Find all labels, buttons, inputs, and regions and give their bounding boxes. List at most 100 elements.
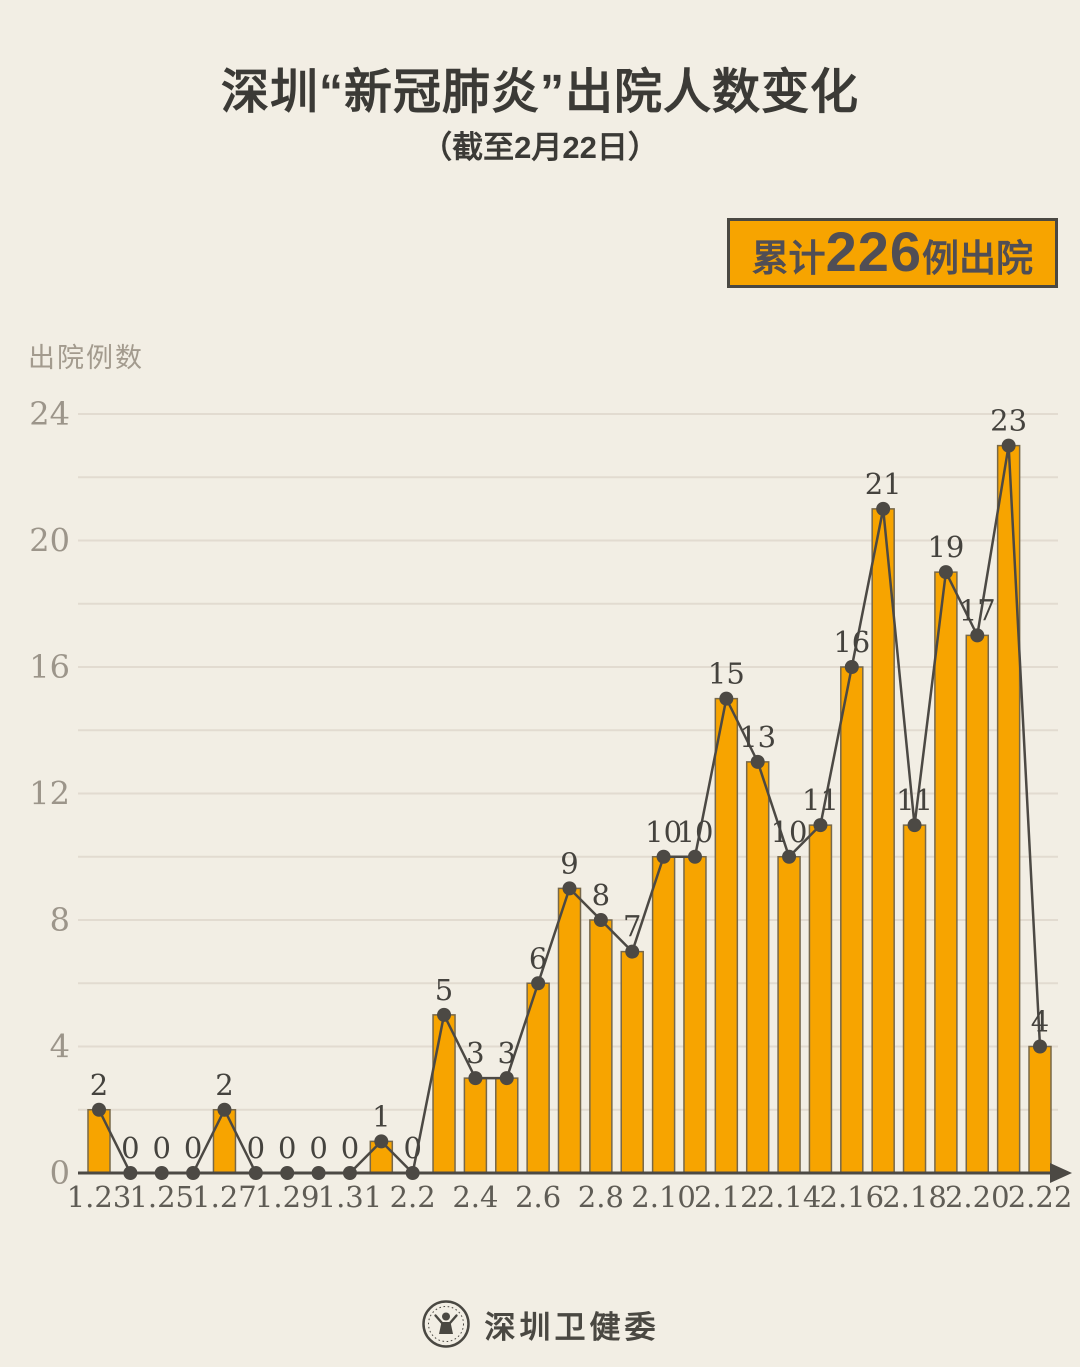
bar — [714, 697, 739, 1174]
bar — [589, 919, 613, 1174]
bar — [902, 824, 927, 1174]
data-point — [593, 913, 608, 927]
data-point — [499, 1071, 514, 1086]
data-point — [625, 944, 640, 959]
x-tick-label: 1.29 — [255, 1180, 320, 1214]
y-tick-label: 16 — [29, 648, 70, 686]
bar — [840, 666, 864, 1174]
chart-title: 深圳“新冠肺炎”出院人数变化 — [220, 66, 859, 119]
bar — [651, 856, 676, 1174]
y-axis-title: 出院例数 — [28, 343, 144, 373]
bar — [526, 982, 550, 1174]
x-tick-label: 2.22 — [1008, 1180, 1073, 1214]
health-commission-emblem — [421, 1300, 470, 1348]
x-tick-label: 2.6 — [515, 1180, 561, 1214]
value-label: 19 — [927, 530, 964, 564]
x-tick-label: 2.16 — [820, 1180, 885, 1214]
y-tick-label: 12 — [29, 775, 70, 813]
value-label: 23 — [990, 404, 1027, 438]
value-label: 1 — [372, 1099, 390, 1133]
x-tick-label: 1.23 — [67, 1180, 132, 1214]
org-name: 深圳卫健委 — [484, 1309, 660, 1345]
bar — [745, 761, 770, 1174]
data-point — [1033, 1039, 1047, 1054]
data-point — [719, 691, 734, 706]
data-point — [374, 1134, 389, 1149]
value-label: 10 — [677, 815, 714, 849]
value-label: 0 — [309, 1131, 327, 1165]
y-tick-label: 8 — [50, 901, 70, 939]
data-point — [687, 849, 702, 864]
bar — [620, 950, 644, 1174]
value-label: 0 — [247, 1131, 265, 1165]
x-tick-label: 2.12 — [694, 1180, 759, 1214]
data-point — [656, 849, 671, 864]
value-label: 0 — [278, 1131, 296, 1165]
data-point — [92, 1102, 106, 1117]
value-label: 10 — [645, 815, 682, 849]
data-point — [217, 1102, 232, 1117]
y-tick-label: 24 — [29, 395, 70, 433]
x-tick-label: 1.25 — [129, 1180, 194, 1214]
data-point — [844, 660, 859, 674]
value-label: 0 — [184, 1131, 202, 1165]
bar — [808, 824, 833, 1174]
data-point — [468, 1071, 483, 1086]
bar — [683, 856, 707, 1174]
data-point — [562, 881, 577, 896]
data-point — [907, 818, 922, 833]
x-tick-label: 1.27 — [192, 1180, 257, 1214]
value-label: 5 — [435, 973, 453, 1007]
x-axis-arrow — [1050, 1163, 1072, 1183]
data-point — [437, 1007, 452, 1022]
data-point — [876, 501, 891, 516]
value-label: 13 — [739, 720, 776, 754]
y-tick-label: 4 — [50, 1028, 70, 1066]
value-label: 16 — [833, 625, 870, 659]
x-tick-label: 2.20 — [945, 1180, 1010, 1214]
bar — [212, 1109, 237, 1174]
value-label: 15 — [708, 657, 745, 691]
data-point — [750, 754, 765, 769]
value-label: 2 — [215, 1068, 233, 1102]
value-label: 0 — [341, 1131, 359, 1165]
value-label: 10 — [771, 815, 808, 849]
value-label: 17 — [959, 593, 996, 627]
data-point — [782, 849, 797, 864]
data-point — [1001, 438, 1016, 453]
footer-logo: 深圳卫健委 — [0, 1299, 1080, 1349]
bar — [965, 634, 990, 1174]
person-icon — [433, 1312, 458, 1334]
data-point — [938, 565, 953, 580]
x-tick-label: 2.18 — [882, 1180, 947, 1214]
data-point — [531, 976, 546, 991]
bar — [934, 571, 958, 1174]
bar — [777, 856, 801, 1174]
value-label: 11 — [896, 783, 933, 817]
x-tick-label: 2.10 — [631, 1180, 696, 1214]
bar — [1028, 1045, 1052, 1174]
x-tick-label: 2.14 — [757, 1180, 822, 1214]
value-label: 7 — [623, 910, 641, 944]
value-label: 9 — [560, 846, 578, 880]
emblem-text-ring — [427, 1306, 464, 1342]
bar — [463, 1077, 488, 1174]
badge-prefix: 累计 — [751, 238, 826, 279]
value-label: 4 — [1031, 1005, 1049, 1039]
value-label: 11 — [802, 783, 839, 817]
x-tick-label: 2.8 — [578, 1180, 624, 1214]
x-tick-label: 2.2 — [390, 1180, 436, 1214]
value-label: 0 — [153, 1131, 171, 1165]
y-tick-label: 0 — [50, 1154, 70, 1192]
badge-number: 226 — [825, 220, 922, 283]
value-label: 2 — [90, 1068, 108, 1102]
bar — [432, 1014, 456, 1174]
bar — [495, 1077, 519, 1174]
chart-subtitle: （截至2月22日） — [421, 130, 659, 165]
value-label: 21 — [865, 467, 902, 501]
value-label: 3 — [498, 1036, 516, 1070]
bar — [557, 887, 582, 1174]
bar — [996, 444, 1021, 1174]
